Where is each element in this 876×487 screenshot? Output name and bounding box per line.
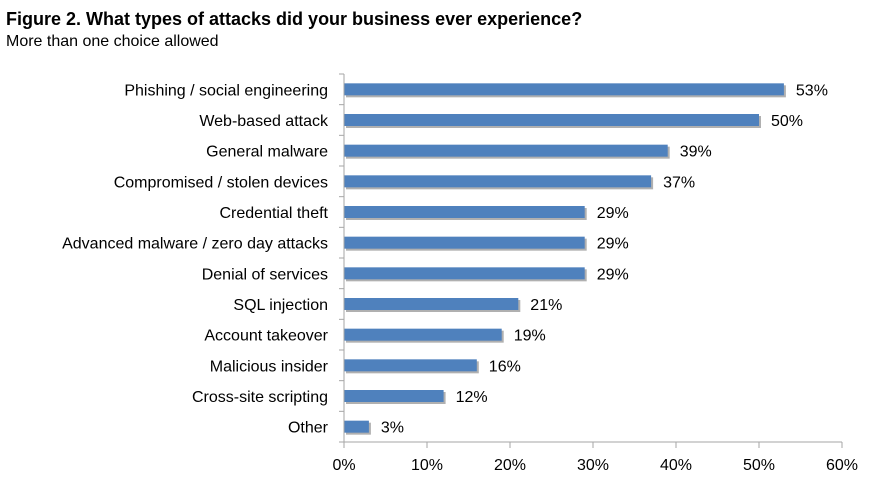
bar xyxy=(344,236,585,249)
category-label: Compromised / stolen devices xyxy=(114,174,328,191)
category-label: Malicious insider xyxy=(210,358,329,375)
x-tick-label: 30% xyxy=(577,457,609,474)
category-label: Phishing / social engineering xyxy=(124,82,328,99)
x-tick-label: 0% xyxy=(332,457,355,474)
data-label: 37% xyxy=(663,174,695,191)
x-tick-label: 10% xyxy=(411,457,443,474)
bar xyxy=(344,420,369,433)
data-label: 29% xyxy=(597,236,629,253)
data-label: 29% xyxy=(597,266,629,283)
data-label: 50% xyxy=(771,113,803,130)
data-label: 21% xyxy=(530,297,562,314)
data-label: 29% xyxy=(597,205,629,222)
category-label: Credential theft xyxy=(219,205,328,222)
category-label: General malware xyxy=(206,144,328,161)
category-label: Cross-site scripting xyxy=(192,389,328,406)
bar xyxy=(344,175,652,188)
category-label: Advanced malware / zero day attacks xyxy=(62,236,328,253)
bar xyxy=(344,267,585,280)
category-label: Account takeover xyxy=(204,328,328,345)
bar xyxy=(344,298,519,310)
data-label: 39% xyxy=(680,144,712,161)
category-label: Denial of services xyxy=(202,266,328,283)
bar xyxy=(344,83,784,96)
x-tick-label: 60% xyxy=(826,457,858,474)
bar xyxy=(344,206,585,218)
bar xyxy=(344,359,477,372)
figure-title: Figure 2. What types of attacks did your… xyxy=(6,9,583,29)
category-label: SQL injection xyxy=(233,297,328,314)
category-label: Other xyxy=(288,420,329,437)
x-tick-label: 40% xyxy=(660,457,692,474)
figure-subtitle: More than one choice allowed xyxy=(6,33,219,50)
data-label: 53% xyxy=(796,82,828,99)
data-label: 19% xyxy=(514,328,546,345)
x-tick-label: 20% xyxy=(494,457,526,474)
bar xyxy=(344,144,668,157)
category-label: Web-based attack xyxy=(199,113,329,130)
x-tick-label: 50% xyxy=(743,457,775,474)
data-label: 16% xyxy=(489,358,521,375)
data-label: 3% xyxy=(381,420,404,437)
bar xyxy=(344,390,444,402)
data-label: 12% xyxy=(456,389,488,406)
bar xyxy=(344,328,502,341)
bar xyxy=(344,114,759,126)
